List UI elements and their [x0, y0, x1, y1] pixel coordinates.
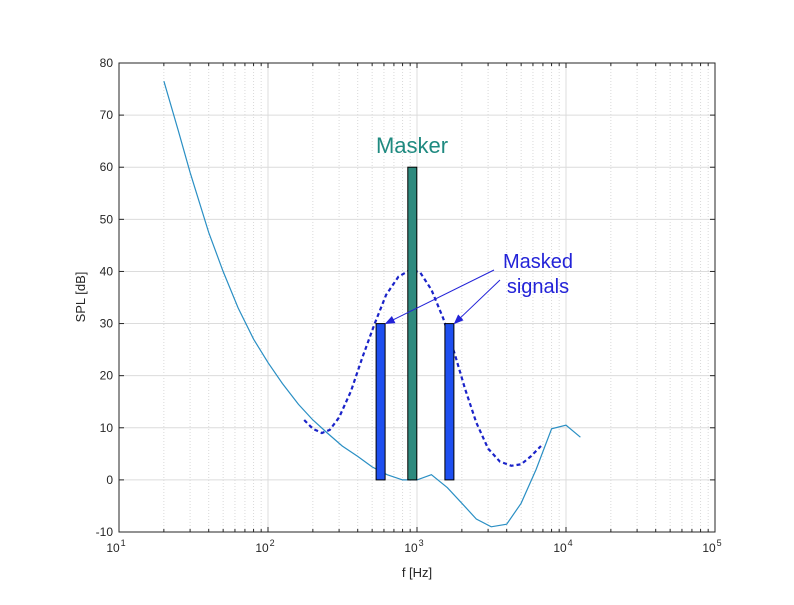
y-tick-label: 30: [100, 317, 114, 331]
y-tick-label: 20: [100, 369, 114, 383]
masker-label: Masker: [376, 133, 448, 158]
y-tick-label: -10: [96, 525, 114, 539]
arrows-group: [384, 269, 501, 325]
y-tick-label: 60: [100, 160, 114, 174]
arrow-to-right-masked: [453, 279, 501, 325]
y-tick-label: 50: [100, 212, 114, 226]
y-tick-label: 40: [100, 264, 114, 278]
bar-masker: [407, 166, 418, 481]
x-tick-exponent: 4: [568, 538, 573, 548]
threshold-curve: [163, 81, 581, 528]
y-tick-label: 0: [106, 473, 113, 487]
x-tick-exponent: 3: [419, 538, 424, 548]
threshold-curve-group: [163, 81, 581, 528]
arrow-to-left-masked: [384, 269, 495, 325]
x-tick-exponent: 1: [121, 538, 126, 548]
x-tick-exponent: 5: [717, 538, 722, 548]
masking-curve-group: [303, 268, 542, 467]
bar-masked-left: [375, 323, 386, 481]
masked-label-line1: Masked: [503, 251, 573, 273]
x-tick-exponent: 2: [270, 538, 275, 548]
y-tick-label: 70: [100, 108, 114, 122]
bar-masked-right: [444, 323, 455, 481]
y-axis-label: SPL [dB]: [73, 272, 88, 323]
bars-group: [375, 166, 455, 481]
masking-curve: [303, 268, 542, 467]
y-tick-label: 10: [100, 421, 114, 435]
y-tick-label: 80: [100, 56, 114, 70]
masked-label-line2: signals: [507, 276, 569, 298]
x-axis-label: f [Hz]: [402, 565, 432, 580]
